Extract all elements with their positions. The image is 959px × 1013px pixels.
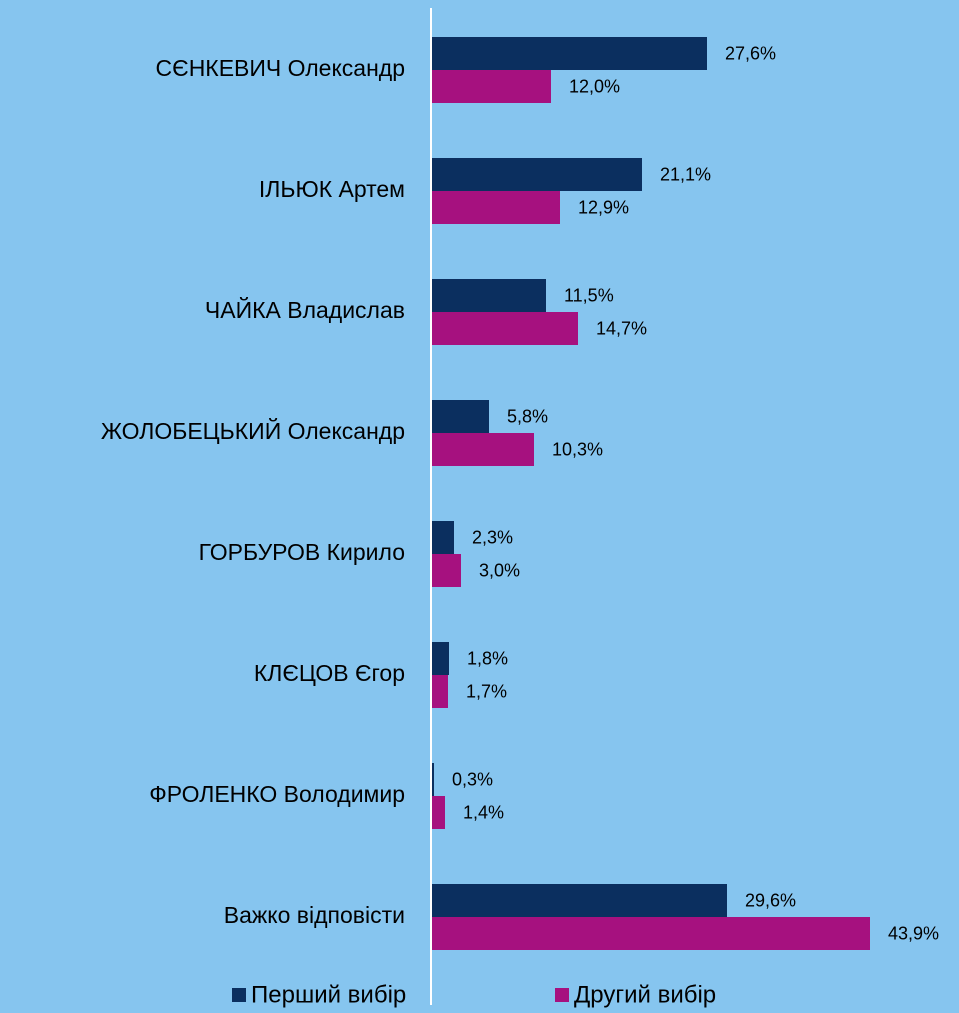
legend-label: Другий вибір — [574, 981, 716, 1008]
value-label: 5,8% — [507, 406, 548, 426]
bar — [431, 554, 461, 587]
value-label: 29,6% — [745, 890, 796, 910]
bar — [431, 70, 551, 103]
category-label: ІЛЬЮК Артем — [259, 176, 405, 202]
value-label: 1,7% — [466, 681, 507, 701]
value-label: 10,3% — [552, 439, 603, 459]
bar — [431, 312, 578, 345]
value-label: 11,5% — [564, 285, 614, 305]
bar — [431, 158, 642, 191]
category-label: ЧАЙКА Владислав — [205, 296, 405, 323]
value-label: 43,9% — [888, 923, 939, 943]
category-label: КЛЄЦОВ Єгор — [254, 660, 405, 686]
bar — [431, 279, 546, 312]
bar — [431, 521, 454, 554]
value-label: 12,0% — [569, 76, 620, 96]
bar — [431, 675, 448, 708]
bar — [431, 642, 449, 675]
bar — [431, 433, 534, 466]
bar — [431, 763, 434, 796]
value-label: 1,4% — [463, 802, 504, 822]
value-label: 14,7% — [596, 318, 647, 338]
bar — [431, 796, 445, 829]
legend-swatch — [555, 988, 569, 1002]
bar — [431, 37, 707, 70]
value-label: 21,1% — [660, 164, 711, 184]
bar — [431, 917, 870, 950]
value-label: 3,0% — [479, 560, 520, 580]
bar — [431, 884, 727, 917]
category-label: ЖОЛОБЕЦЬКИЙ Олександр — [101, 417, 405, 444]
value-label: 12,9% — [578, 197, 629, 217]
value-label: 0,3% — [452, 769, 493, 789]
value-label: 2,3% — [472, 527, 513, 547]
legend-swatch — [232, 988, 246, 1002]
bar — [431, 191, 560, 224]
category-label: СЄНКЕВИЧ Олександр — [156, 55, 405, 81]
legend-label: Перший вибір — [251, 981, 406, 1008]
value-label: 27,6% — [725, 43, 776, 63]
category-label: ФРОЛЕНКО Володимир — [149, 781, 405, 807]
value-label: 1,8% — [467, 648, 508, 668]
category-label: Важко відповісти — [224, 902, 405, 928]
category-label: ГОРБУРОВ Кирило — [199, 539, 405, 565]
bar — [431, 400, 489, 433]
